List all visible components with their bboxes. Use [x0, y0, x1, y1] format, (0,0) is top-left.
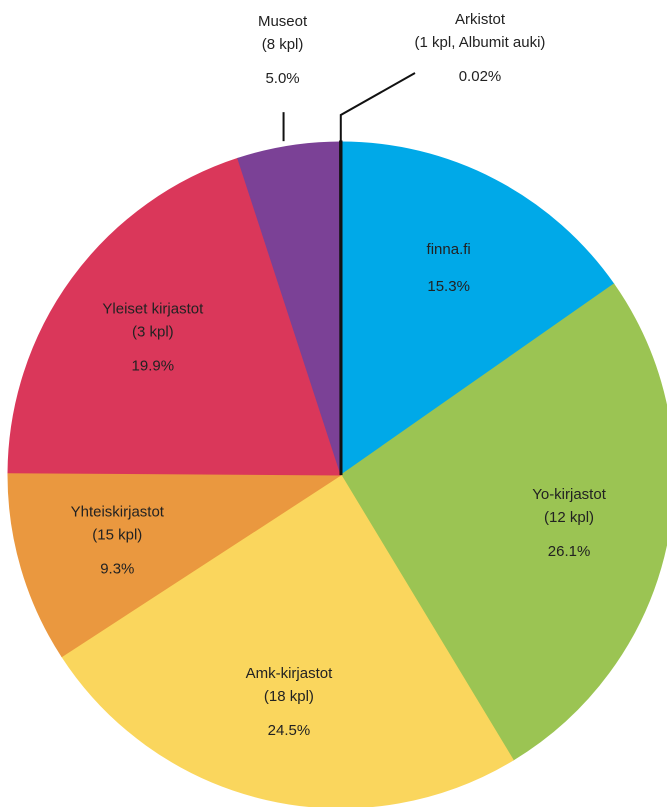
slice-detail: (8 kpl): [262, 36, 304, 53]
slice-label: Amk-kirjastot: [246, 665, 334, 682]
slice-label: Yhteiskirjastot: [71, 503, 165, 520]
pie-slice: [7, 157, 342, 476]
slice-detail: (15 kpl): [92, 526, 142, 543]
slice-value-label: 26.1%: [548, 543, 591, 560]
slice-detail: (1 kpl, Albumit auki): [415, 34, 546, 51]
slice-label: Yleiset kirjastot: [102, 300, 204, 317]
leader-line: [339, 72, 416, 142]
slice-detail: (3 kpl): [132, 323, 174, 340]
slice-label: Yo-kirjastot: [532, 486, 606, 503]
pie-slice: [7, 472, 343, 658]
pie-slice: [340, 141, 615, 476]
slice-label: finna.fi: [427, 241, 471, 258]
slice-value-label: 9.3%: [100, 560, 134, 577]
slice-value-label: 0.02%: [459, 68, 502, 85]
slice-label: Arkistot: [455, 11, 506, 28]
pie-slice: [61, 474, 514, 807]
slice-value-label: 19.9%: [132, 357, 175, 374]
slice-value-label: 5.0%: [265, 70, 299, 87]
slice-value-label: 24.5%: [268, 722, 311, 739]
slice-value-label: 15.3%: [427, 278, 470, 295]
slice-detail: (12 kpl): [544, 509, 594, 526]
slice-detail: (18 kpl): [264, 688, 314, 705]
slice-label: Museot: [258, 13, 308, 30]
